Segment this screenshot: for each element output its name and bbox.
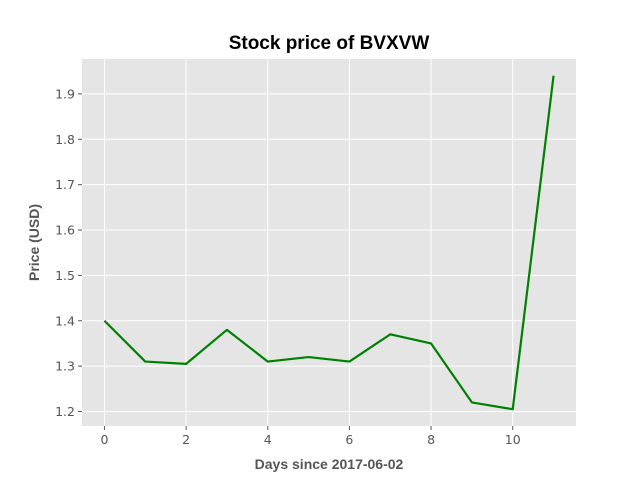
x-tick-label: 2 — [182, 432, 190, 447]
chart-title: Stock price of BVXVW — [229, 33, 430, 54]
x-tick-label: 0 — [100, 432, 108, 447]
y-axis-title: Price (USD) — [26, 204, 42, 281]
y-tick-label: 1.2 — [55, 404, 75, 419]
plot-area — [82, 59, 576, 426]
tick-layer: 0 2 4 6 8 10 1.2 1.3 1.4 1.5 1.6 1.7 1.8 1.9 — [55, 86, 521, 447]
y-tick-label: 1.7 — [55, 177, 75, 192]
grid-layer — [82, 59, 576, 426]
series-layer — [103, 75, 555, 411]
x-tick-label: 8 — [427, 432, 435, 447]
y-tick-label: 1.9 — [55, 86, 75, 101]
y-tick-label: 1.3 — [55, 359, 75, 374]
y-tick-label: 1.6 — [55, 223, 75, 238]
y-tick-label: 1.5 — [55, 268, 75, 283]
price-line — [103, 75, 555, 411]
x-tick-label: 6 — [345, 432, 353, 447]
x-axis-title: Days since 2017-06-02 — [255, 456, 404, 472]
y-tick-label: 1.8 — [55, 132, 75, 147]
y-tick-label: 1.4 — [55, 313, 75, 328]
x-tick-label: 4 — [264, 432, 272, 447]
x-tick-label: 10 — [505, 432, 521, 447]
